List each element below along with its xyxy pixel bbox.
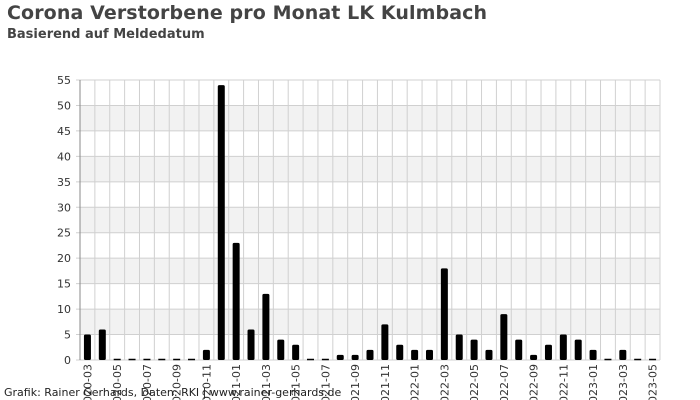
bar (619, 349, 627, 360)
y-tick-label: 0 (64, 354, 71, 367)
grid-band (80, 258, 660, 284)
bar (277, 339, 285, 360)
x-tick-label: 2021-05 (290, 364, 303, 400)
bar (515, 339, 523, 360)
y-tick-label: 5 (64, 329, 71, 342)
bar (217, 85, 225, 360)
y-tick-label: 10 (57, 303, 71, 316)
bar (425, 349, 433, 360)
bar-series (83, 85, 657, 361)
bar (381, 324, 389, 360)
bar (202, 349, 210, 360)
bar (411, 349, 419, 360)
bar (247, 329, 255, 360)
x-tick-label: 2022-11 (557, 364, 570, 400)
x-tick-label: 2022-03 (438, 364, 451, 400)
bar (336, 354, 344, 360)
chart-subtitle: Basierend auf Meldedatum (7, 27, 205, 42)
y-tick-label: 45 (57, 125, 71, 138)
bar (559, 334, 567, 360)
chart-title: Corona Verstorbene pro Monat LK Kulmbach (7, 2, 488, 24)
bar (83, 334, 91, 360)
x-tick-label: 2020-09 (171, 364, 184, 400)
bar (232, 242, 240, 360)
x-tick-label: 2021-01 (230, 364, 243, 400)
x-tick-label: 2023-01 (587, 364, 600, 400)
x-tick-label: 2020-11 (200, 364, 213, 400)
y-tick-label: 25 (57, 227, 71, 240)
x-tick-label: 2021-03 (260, 364, 273, 400)
x-tick-label: 2020-03 (81, 364, 94, 400)
x-tick-label: 2021-09 (349, 364, 362, 400)
x-tick-label: 2021-07 (319, 364, 332, 400)
bar (530, 354, 538, 360)
bar (262, 293, 270, 360)
x-tick-label: 2023-03 (617, 364, 630, 400)
y-tick-label: 30 (57, 201, 71, 214)
x-tick-label: 2023-05 (647, 364, 660, 400)
x-axis: 2020-03 2020-05 2020-07 2020-09 2020-11 2021-… (81, 364, 659, 400)
bar (470, 339, 478, 360)
x-tick-label: 2022-01 (409, 364, 422, 400)
x-tick-label: 2022-09 (528, 364, 541, 400)
bar (351, 354, 359, 360)
bar (440, 268, 448, 360)
y-tick-label: 15 (57, 278, 71, 291)
bar (544, 344, 552, 360)
plot-background-bands (80, 105, 660, 335)
bar (485, 349, 493, 360)
y-tick-label: 50 (57, 99, 71, 112)
x-tick-label: 2020-07 (141, 364, 154, 400)
y-axis: 0 5 10 15 20 25 30 35 40 45 50 55 (57, 74, 71, 367)
grid-band (80, 105, 660, 131)
x-tick-label: 2020-05 (111, 364, 124, 400)
bar (455, 334, 463, 360)
bar (500, 314, 508, 360)
y-tick-label: 40 (57, 150, 71, 163)
bar (396, 344, 404, 360)
x-tick-label: 2022-05 (468, 364, 481, 400)
y-tick-label: 35 (57, 176, 71, 189)
source-credit: Grafik: Rainer Gerhards, Daten: RKI | ww… (4, 386, 342, 399)
grid-band (80, 156, 660, 182)
y-tick-label: 55 (57, 74, 71, 87)
bar (574, 339, 582, 360)
bar (98, 329, 106, 360)
x-tick-label: 2021-11 (379, 364, 392, 400)
bar (366, 349, 374, 360)
bar (292, 344, 300, 360)
y-tick-label: 20 (57, 252, 71, 265)
grid-band (80, 207, 660, 233)
bar (589, 349, 597, 360)
grid-band (80, 309, 660, 335)
x-tick-label: 2022-07 (498, 364, 511, 400)
